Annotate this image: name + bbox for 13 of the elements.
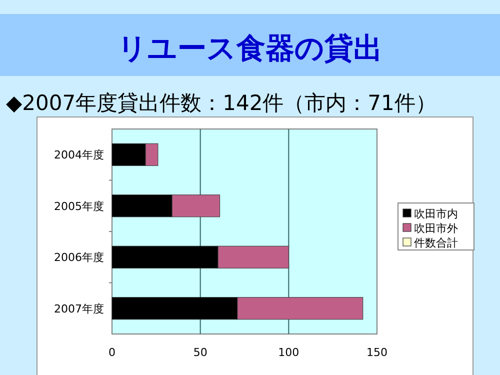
x-tick-label: 50 <box>193 346 208 359</box>
chart-title: リユース食器の貸出 <box>118 31 382 65</box>
x-tick-label: 100 <box>278 346 300 359</box>
y-tick-label: 2005年度 <box>54 200 104 213</box>
x-tick-label: 150 <box>366 346 388 359</box>
y-tick-label: 2004年度 <box>54 148 104 162</box>
legend-label: 吹田市外 <box>414 222 458 235</box>
x-tick-label: 0 <box>108 346 116 359</box>
legend-label: 件数合計 <box>414 236 458 250</box>
chart-subtitle: ◆2007年度貸出件数：142件（市内：71件） <box>6 91 436 115</box>
y-tick-label: 2007年度 <box>54 302 104 316</box>
legend-label: 吹田市内 <box>414 208 458 220</box>
y-tick-label: 2006年度 <box>54 251 104 264</box>
